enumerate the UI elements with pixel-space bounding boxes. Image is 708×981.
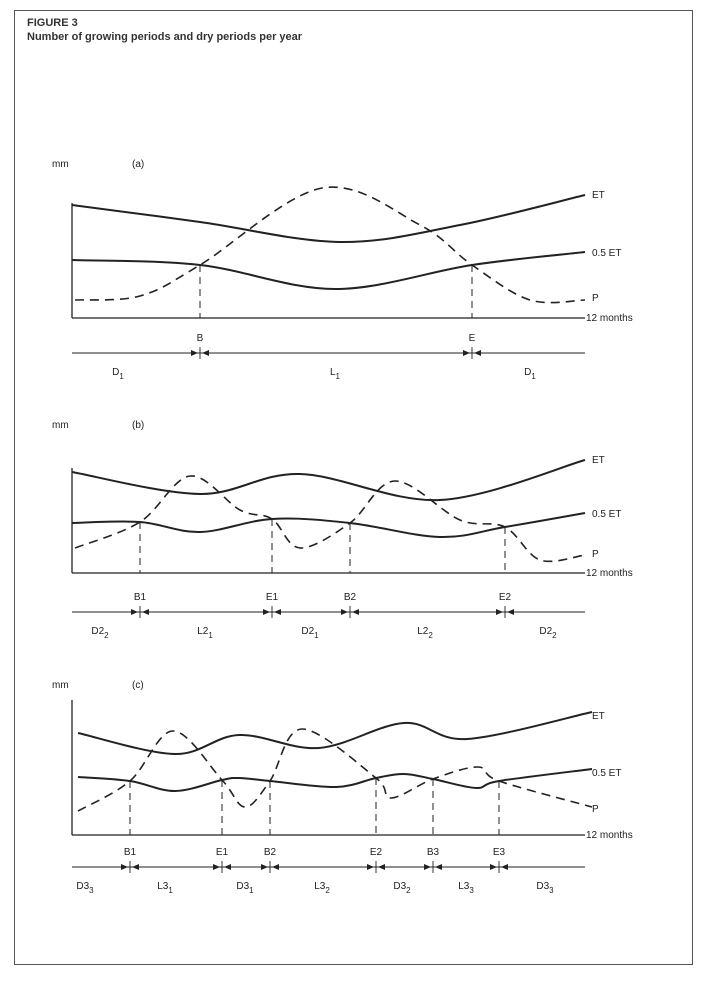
arrow-right-icon xyxy=(121,864,128,870)
arrow-left-icon xyxy=(202,350,209,356)
arrow-left-icon xyxy=(352,609,359,615)
arrow-left-icon xyxy=(272,864,279,870)
period-label: L33 xyxy=(458,881,474,895)
arrow-right-icon xyxy=(424,864,431,870)
panel-id-label: (c) xyxy=(132,680,144,691)
et-curve xyxy=(71,459,586,502)
panel-c: mm (c) 12 months ET 0.5 ET P B1 E1 B2 E2 B3 E3 D33 L3… xyxy=(52,680,633,895)
period-label: D32 xyxy=(393,881,411,895)
period-label: D22 xyxy=(539,626,557,640)
arrow-right-icon xyxy=(261,864,268,870)
p-label: P xyxy=(592,804,599,815)
marker-label: E1 xyxy=(216,847,229,858)
arrow-right-icon xyxy=(213,864,220,870)
period-label: D1 xyxy=(524,367,536,381)
p-label: P xyxy=(592,549,599,560)
period-label: L21 xyxy=(197,626,213,640)
period-label: D33 xyxy=(76,881,94,895)
half-et-curve xyxy=(77,768,593,793)
arrow-left-icon xyxy=(274,609,281,615)
marker-label: E xyxy=(469,333,476,344)
y-unit-label: mm xyxy=(52,420,69,431)
arrow-left-icon xyxy=(132,864,139,870)
figure-title: Number of growing periods and dry period… xyxy=(27,31,303,43)
half-et-label: 0.5 ET xyxy=(592,768,621,779)
marker-label: B2 xyxy=(344,592,357,603)
arrow-right-icon xyxy=(496,609,503,615)
panel-b: mm (b) 12 months ET 0.5 ET P B1 E1 B2 E2 D22 L21 D21… xyxy=(52,420,633,640)
marker-label: E3 xyxy=(493,847,506,858)
period-label: D22 xyxy=(91,626,109,640)
period-label: L32 xyxy=(314,881,330,895)
panel-id-label: (b) xyxy=(132,420,144,431)
et-label: ET xyxy=(592,190,605,201)
et-curve xyxy=(71,194,586,244)
marker-label: B2 xyxy=(264,847,277,858)
period-label: L31 xyxy=(157,881,173,895)
p-label: P xyxy=(592,293,599,304)
arrow-right-icon xyxy=(191,350,198,356)
marker-label: B1 xyxy=(124,847,137,858)
period-label: D1 xyxy=(112,367,124,381)
half-et-curve xyxy=(71,512,586,539)
et-label: ET xyxy=(592,455,605,466)
et-label: ET xyxy=(592,711,605,722)
arrow-right-icon xyxy=(367,864,374,870)
half-et-curve xyxy=(71,251,586,291)
period-label: D31 xyxy=(236,881,254,895)
marker-label: E1 xyxy=(266,592,279,603)
half-et-label: 0.5 ET xyxy=(592,248,621,259)
arrow-left-icon xyxy=(435,864,442,870)
marker-label: B xyxy=(197,333,204,344)
marker-label: E2 xyxy=(499,592,512,603)
marker-label: B3 xyxy=(427,847,440,858)
et-curve xyxy=(77,711,593,756)
arrow-left-icon xyxy=(224,864,231,870)
period-label: L22 xyxy=(417,626,433,640)
x-axis-end-label: 12 months xyxy=(586,830,633,841)
arrow-left-icon xyxy=(474,350,481,356)
period-label: L1 xyxy=(330,367,341,381)
x-axis-end-label: 12 months xyxy=(586,313,633,324)
panel-a: mm (a) 12 months ET 0.5 ET P B E D1 L1 D1 xyxy=(52,159,633,381)
precipitation-curve xyxy=(74,186,586,304)
period-label: D21 xyxy=(301,626,319,640)
marker-label: B1 xyxy=(134,592,147,603)
y-unit-label: mm xyxy=(52,680,69,691)
arrow-left-icon xyxy=(378,864,385,870)
marker-label: E2 xyxy=(370,847,383,858)
arrow-left-icon xyxy=(142,609,149,615)
arrow-left-icon xyxy=(501,864,508,870)
figure-frame xyxy=(14,10,693,965)
arrow-left-icon xyxy=(507,609,514,615)
y-unit-label: mm xyxy=(52,159,69,170)
half-et-label: 0.5 ET xyxy=(592,509,621,520)
precipitation-curve xyxy=(77,728,593,812)
arrow-right-icon xyxy=(463,350,470,356)
arrow-right-icon xyxy=(490,864,497,870)
figure-number: FIGURE 3 xyxy=(27,17,78,29)
arrow-right-icon xyxy=(341,609,348,615)
period-label: D33 xyxy=(536,881,554,895)
panel-id-label: (a) xyxy=(132,159,144,170)
arrow-right-icon xyxy=(131,609,138,615)
arrow-right-icon xyxy=(263,609,270,615)
x-axis-end-label: 12 months xyxy=(586,568,633,579)
